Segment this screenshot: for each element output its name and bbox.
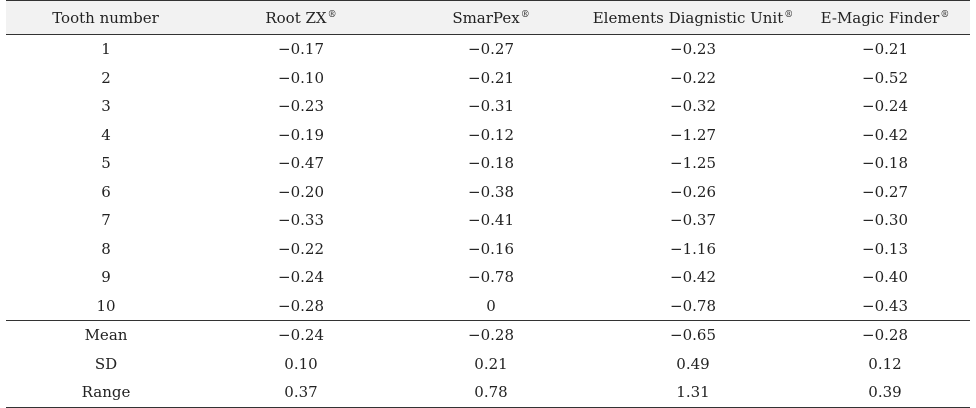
cell-elements-diagnostic-unit: −0.42 — [670, 268, 716, 287]
cell-tooth-number: 5 — [101, 154, 111, 173]
cell-smarpex: −0.16 — [468, 239, 514, 258]
cell-root-zx: −0.47 — [278, 154, 324, 173]
summary-row: Range 0.37 0.78 1.31 0.39 — [6, 378, 970, 408]
table-row: 5 −0.47 −0.18 −1.25 −0.18 — [6, 149, 970, 178]
cell-root-zx: −0.20 — [278, 182, 324, 201]
cell-smarpex: 0.78 — [396, 378, 586, 408]
cell-elements-diagnostic-unit: −1.27 — [670, 125, 716, 144]
header-e-magic-finder: E-Magic Finder® — [800, 0, 970, 35]
cell-root-zx: −0.22 — [278, 239, 324, 258]
table-row: 10 −0.28 0 −0.78 −0.43 — [6, 292, 970, 321]
cell-root-zx: −0.23 — [278, 97, 324, 116]
cell-tooth-number: Range — [6, 378, 206, 408]
header-tooth-number: Tooth number — [6, 0, 206, 35]
cell-e-magic-finder: −0.24 — [862, 97, 908, 116]
cell-root-zx: −0.17 — [278, 40, 324, 59]
table-row: 2 −0.10 −0.21 −0.22 −0.52 — [6, 64, 970, 93]
cell-elements-diagnostic-unit: −0.26 — [670, 182, 716, 201]
cell-elements-diagnostic-unit: −0.23 — [670, 40, 716, 59]
cell-tooth-number: 3 — [101, 97, 111, 116]
cell-e-magic-finder: −0.52 — [862, 68, 908, 87]
cell-e-magic-finder: −0.28 — [800, 320, 970, 350]
cell-e-magic-finder: −0.27 — [862, 182, 908, 201]
cell-smarpex: −0.41 — [468, 211, 514, 230]
measurement-table: Tooth number Root ZX® SmarPex® Elements … — [6, 0, 970, 408]
cell-smarpex: 0 — [486, 296, 496, 315]
table-row: 1 −0.17 −0.27 −0.23 −0.21 — [6, 35, 970, 64]
cell-root-zx: −0.24 — [278, 268, 324, 287]
header-root-zx: Root ZX® — [206, 0, 396, 35]
cell-e-magic-finder: 0.12 — [868, 354, 902, 373]
table-row: 6 −0.20 −0.38 −0.26 −0.27 — [6, 178, 970, 207]
cell-elements-diagnostic-unit: −0.65 — [586, 320, 800, 350]
cell-e-magic-finder: −0.13 — [862, 239, 908, 258]
cell-tooth-number: 7 — [101, 211, 111, 230]
cell-tooth-number: 1 — [101, 40, 111, 59]
cell-smarpex: −0.28 — [396, 320, 586, 350]
summary-row: Mean −0.24 −0.28 −0.65 −0.28 — [6, 320, 970, 350]
cell-elements-diagnostic-unit: −0.32 — [670, 97, 716, 116]
table-row: 9 −0.24 −0.78 −0.42 −0.40 — [6, 263, 970, 292]
cell-e-magic-finder: −0.21 — [862, 40, 908, 59]
cell-tooth-number: 2 — [101, 68, 111, 87]
cell-e-magic-finder: −0.42 — [862, 125, 908, 144]
table-header: Tooth number Root ZX® SmarPex® Elements … — [6, 0, 970, 35]
cell-elements-diagnostic-unit: −1.16 — [670, 239, 716, 258]
cell-smarpex: −0.21 — [468, 68, 514, 87]
table-row: 3 −0.23 −0.31 −0.32 −0.24 — [6, 92, 970, 121]
cell-tooth-number: 8 — [101, 239, 111, 258]
cell-tooth-number: 6 — [101, 182, 111, 201]
table-row: 4 −0.19 −0.12 −1.27 −0.42 — [6, 121, 970, 150]
table-row: 7 −0.33 −0.41 −0.37 −0.30 — [6, 206, 970, 235]
cell-smarpex: −0.38 — [468, 182, 514, 201]
cell-root-zx: −0.19 — [278, 125, 324, 144]
cell-root-zx: −0.24 — [206, 320, 396, 350]
cell-root-zx: −0.10 — [278, 68, 324, 87]
cell-smarpex: −0.78 — [468, 268, 514, 287]
cell-root-zx: −0.33 — [278, 211, 324, 230]
cell-root-zx: 0.10 — [284, 354, 318, 373]
cell-smarpex: −0.18 — [468, 154, 514, 173]
header-row: Tooth number Root ZX® SmarPex® Elements … — [6, 0, 970, 35]
table-row: 8 −0.22 −0.16 −1.16 −0.13 — [6, 235, 970, 264]
cell-elements-diagnostic-unit: 0.49 — [676, 354, 710, 373]
cell-e-magic-finder: 0.39 — [800, 378, 970, 408]
cell-elements-diagnostic-unit: −0.22 — [670, 68, 716, 87]
cell-tooth-number: 9 — [101, 268, 111, 287]
cell-tooth-number: Mean — [6, 320, 206, 350]
cell-root-zx: −0.28 — [278, 296, 324, 315]
cell-smarpex: −0.27 — [468, 40, 514, 59]
cell-smarpex: −0.12 — [468, 125, 514, 144]
cell-root-zx: 0.37 — [206, 378, 396, 408]
cell-elements-diagnostic-unit: −0.37 — [670, 211, 716, 230]
cell-smarpex: −0.31 — [468, 97, 514, 116]
cell-tooth-number: 10 — [96, 296, 116, 315]
cell-e-magic-finder: −0.40 — [862, 268, 908, 287]
table-body: 1 −0.17 −0.27 −0.23 −0.21 2 −0.10 −0.21 −0.22 −0.… — [6, 35, 970, 408]
summary-row: SD 0.10 0.21 0.49 0.12 — [6, 350, 970, 379]
cell-e-magic-finder: −0.30 — [862, 211, 908, 230]
results-table-container: Tooth number Root ZX® SmarPex® Elements … — [6, 0, 970, 408]
cell-smarpex: 0.21 — [474, 354, 508, 373]
cell-e-magic-finder: −0.18 — [862, 154, 908, 173]
cell-tooth-number: 4 — [101, 125, 111, 144]
header-smarpex: SmarPex® — [396, 0, 586, 35]
cell-elements-diagnostic-unit: 1.31 — [586, 378, 800, 408]
cell-elements-diagnostic-unit: −1.25 — [670, 154, 716, 173]
cell-elements-diagnostic-unit: −0.78 — [670, 296, 716, 315]
cell-e-magic-finder: −0.43 — [862, 296, 908, 315]
header-elements-diagnostic-unit: Elements Diagnistic Unit® — [586, 0, 800, 35]
cell-tooth-number: SD — [94, 354, 118, 373]
